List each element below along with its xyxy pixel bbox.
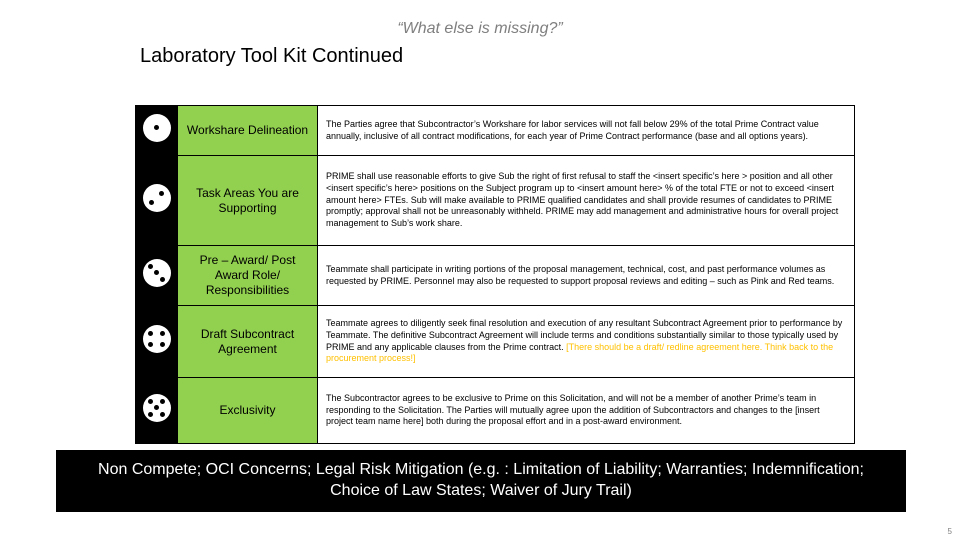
row-description-text: Teammate shall participate in writing po… [326, 264, 834, 286]
row-description-text: The Subcontractor agrees to be exclusive… [326, 393, 820, 426]
footer-callout: Non Compete; OCI Concerns; Legal Risk Mi… [56, 450, 906, 512]
row-label: Task Areas You are Supporting [178, 156, 318, 246]
slide-number: 5 [948, 527, 952, 536]
row-description: The Parties agree that Subcontractor’s W… [318, 106, 855, 156]
table-row: ExclusivityThe Subcontractor agrees to b… [136, 378, 855, 444]
row-description: The Subcontractor agrees to be exclusive… [318, 378, 855, 444]
row-label: Exclusivity [178, 378, 318, 444]
row-description: Teammate agrees to diligently seek final… [318, 306, 855, 378]
row-description: PRIME shall use reasonable efforts to gi… [318, 156, 855, 246]
row-icon-cell [136, 106, 178, 156]
page-title: Laboratory Tool Kit Continued [140, 45, 403, 68]
die-5-icon [143, 394, 171, 422]
row-label: Pre – Award/ Post Award Role/ Responsibi… [178, 246, 318, 306]
die-1-icon [143, 114, 171, 142]
die-2-icon [143, 184, 171, 212]
row-description: Teammate shall participate in writing po… [318, 246, 855, 306]
row-label: Workshare Delineation [178, 106, 318, 156]
toolkit-table: Workshare Delineation The Parties agree t… [135, 105, 855, 444]
row-icon-cell [136, 156, 178, 246]
row-icon-cell [136, 246, 178, 306]
table-row: Workshare Delineation The Parties agree t… [136, 106, 855, 156]
row-icon-cell [136, 378, 178, 444]
row-icon-cell [136, 306, 178, 378]
row-description-text: The Parties agree that Subcontractor’s W… [326, 119, 819, 141]
table-row: Draft Subcontract AgreementTeammate agre… [136, 306, 855, 378]
row-label: Draft Subcontract Agreement [178, 306, 318, 378]
table-row: Task Areas You are SupportingPRIME shall… [136, 156, 855, 246]
table-row: Pre – Award/ Post Award Role/ Responsibi… [136, 246, 855, 306]
die-4-icon [143, 325, 171, 353]
die-3-icon [143, 259, 171, 287]
row-description-text: PRIME shall use reasonable efforts to gi… [326, 171, 838, 228]
top-question: “What else is missing?” [0, 20, 960, 38]
